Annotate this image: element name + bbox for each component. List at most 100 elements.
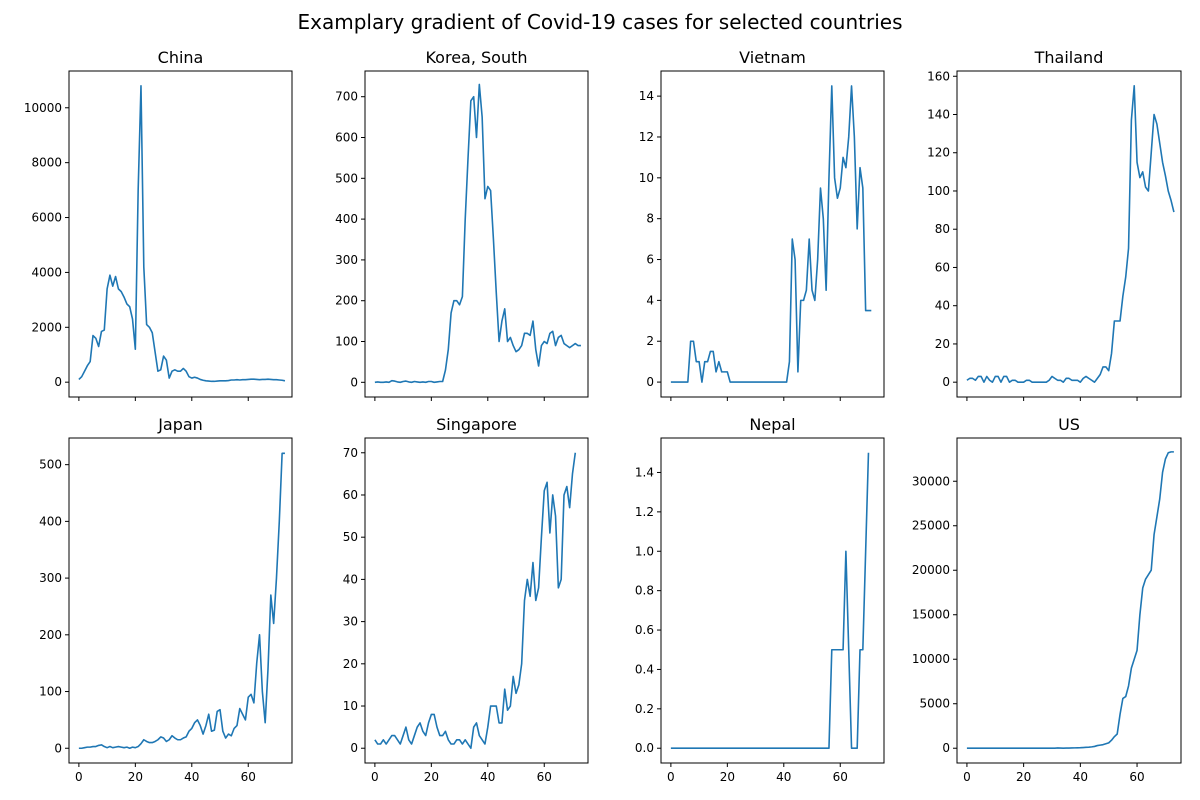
- axes-frame: [68, 70, 293, 398]
- y-tick-label: 10000: [912, 652, 950, 666]
- y-tick-label: 20: [935, 337, 950, 351]
- y-tick-label: 0.2: [635, 702, 654, 716]
- y-tick-label: 700: [335, 90, 358, 104]
- x-tick-label: 60: [833, 770, 848, 784]
- axes-frame: [956, 70, 1182, 398]
- y-tick-label: 6: [646, 253, 654, 267]
- axes-frame: [68, 437, 293, 764]
- panel-china: China 0 2000 4000 6000 8000 10000: [24, 48, 293, 401]
- y-tick-label: 0: [54, 375, 62, 389]
- x-tick-label: 60: [1129, 770, 1144, 784]
- panel-vietnam: Vietnam 0 2 4 6 8 10 12 14: [639, 48, 885, 401]
- y-tick-label: 10: [639, 171, 654, 185]
- panel-us: US 0 5000 10000 15000 20000 25000 30000 0 20 40 60: [912, 415, 1182, 784]
- y-tick-label: 1.2: [635, 505, 654, 519]
- y-tick-label: 40: [935, 299, 950, 313]
- y-tick-label: 0.4: [635, 662, 654, 676]
- axes-frame: [660, 437, 885, 764]
- series-line: [374, 83, 581, 384]
- y-tick-label: 60: [935, 260, 950, 274]
- y-tick-label: 300: [39, 571, 62, 585]
- y-tick-label: 120: [927, 146, 950, 160]
- x-tick-label: 60: [241, 770, 256, 784]
- figure-title: Examplary gradient of Covid-19 cases for…: [297, 10, 903, 34]
- series-line: [966, 451, 1174, 750]
- y-tick-label: 0: [942, 375, 950, 389]
- panel-title: Singapore: [436, 415, 517, 434]
- panel-title: China: [158, 48, 204, 67]
- y-tick-label: 100: [39, 685, 62, 699]
- y-tick-label: 0: [350, 375, 358, 389]
- y-tick-label: 500: [39, 458, 62, 472]
- y-tick-label: 0.0: [635, 741, 654, 755]
- panel-title: Korea, South: [425, 48, 527, 67]
- series-line: [670, 452, 870, 750]
- panel-korea-south: Korea, South 0 100 200 300 400 500 600 700: [335, 48, 589, 401]
- y-tick-label: 200: [39, 628, 62, 642]
- panel-singapore: Singapore 0 10 20 30 40 50 60 70 0 20 40 60: [343, 415, 589, 784]
- y-tick-label: 100: [335, 335, 358, 349]
- y-tick-label: 2000: [31, 320, 62, 334]
- panel-title: Japan: [157, 415, 203, 434]
- y-tick-label: 0: [646, 375, 654, 389]
- axes-frame: [364, 70, 589, 398]
- y-tick-label: 30000: [912, 474, 950, 488]
- series-line: [966, 85, 1175, 383]
- y-tick-label: 50: [343, 530, 358, 544]
- y-tick-label: 1.0: [635, 544, 654, 558]
- y-tick-label: 1.4: [635, 465, 654, 479]
- x-tick-label: 20: [424, 770, 439, 784]
- y-tick-label: 200: [335, 294, 358, 308]
- y-tick-label: 4: [646, 293, 654, 307]
- axes-frame: [364, 437, 589, 764]
- y-tick-label: 25000: [912, 519, 950, 533]
- y-tick-label: 30: [343, 615, 358, 629]
- y-tick-label: 8000: [31, 156, 62, 170]
- y-tick-label: 2: [646, 334, 654, 348]
- y-tick-label: 400: [39, 514, 62, 528]
- x-tick-label: 40: [1073, 770, 1088, 784]
- x-tick-label: 40: [776, 770, 791, 784]
- y-tick-label: 15000: [912, 608, 950, 622]
- y-tick-label: 0.8: [635, 584, 654, 598]
- y-tick-label: 140: [927, 107, 950, 121]
- panel-nepal: Nepal 0.0 0.2 0.4 0.6 0.8 1.0 1.2 1.4 0 20 40 60: [635, 415, 885, 784]
- y-tick-label: 6000: [31, 211, 62, 225]
- y-tick-label: 400: [335, 212, 358, 226]
- y-tick-label: 0: [350, 741, 358, 755]
- x-tick-label: 20: [128, 770, 143, 784]
- y-tick-label: 0.6: [635, 623, 654, 637]
- series-line: [374, 452, 577, 750]
- y-tick-label: 160: [927, 69, 950, 83]
- panel-title: US: [1058, 415, 1080, 434]
- y-tick-label: 10000: [24, 101, 62, 115]
- y-tick-label: 70: [343, 446, 358, 460]
- y-tick-label: 300: [335, 253, 358, 267]
- x-tick-label: 20: [720, 770, 735, 784]
- x-tick-label: 0: [667, 770, 675, 784]
- y-tick-label: 8: [646, 212, 654, 226]
- x-tick-label: 60: [537, 770, 552, 784]
- y-tick-label: 600: [335, 131, 358, 145]
- x-tick-label: 40: [480, 770, 495, 784]
- panel-thailand: Thailand 0 20 40 60 80 100 120 140 160: [927, 48, 1182, 401]
- panel-japan: Japan 0 100 200 300 400 500 0 20 40 60: [39, 415, 293, 784]
- series-line: [78, 85, 286, 383]
- x-tick-label: 40: [184, 770, 199, 784]
- series-line: [78, 452, 285, 750]
- panel-title: Nepal: [749, 415, 795, 434]
- y-tick-label: 20000: [912, 563, 950, 577]
- y-tick-label: 500: [335, 171, 358, 185]
- x-tick-label: 0: [75, 770, 83, 784]
- y-tick-label: 10: [343, 699, 358, 713]
- axes-frame: [956, 437, 1182, 764]
- y-tick-label: 100: [927, 184, 950, 198]
- x-tick-label: 0: [963, 770, 971, 784]
- y-tick-label: 80: [935, 222, 950, 236]
- y-tick-label: 14: [639, 89, 654, 103]
- x-tick-label: 0: [371, 770, 379, 784]
- series-line: [670, 85, 872, 383]
- axes-frame: [660, 70, 885, 398]
- x-tick-label: 20: [1016, 770, 1031, 784]
